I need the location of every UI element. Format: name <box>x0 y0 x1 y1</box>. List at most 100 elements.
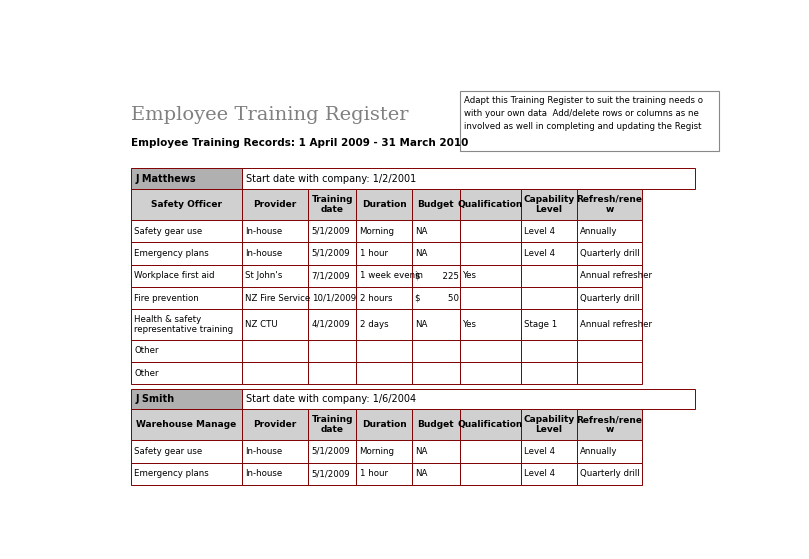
Text: NA: NA <box>415 249 427 258</box>
Bar <box>131 463 242 485</box>
Text: Workplace first aid: Workplace first aid <box>134 271 215 281</box>
Bar <box>412 409 460 440</box>
Bar <box>242 409 308 440</box>
Bar <box>131 389 242 409</box>
Bar <box>242 362 308 384</box>
Bar <box>577 287 642 310</box>
Text: 4/1/2009: 4/1/2009 <box>311 320 350 329</box>
Bar <box>131 220 242 242</box>
Bar <box>357 463 412 485</box>
Text: In-house: In-house <box>245 226 282 235</box>
Bar <box>460 264 520 287</box>
Text: 5/1/2009: 5/1/2009 <box>311 470 350 479</box>
Text: Morning: Morning <box>359 447 395 456</box>
Bar <box>460 310 520 339</box>
Text: Training
date: Training date <box>311 195 354 214</box>
Bar <box>412 189 460 220</box>
Bar <box>412 339 460 362</box>
Text: In-house: In-house <box>245 447 282 456</box>
Bar <box>357 409 412 440</box>
Text: 2 hours: 2 hours <box>359 293 392 303</box>
Bar <box>412 362 460 384</box>
Bar <box>577 242 642 264</box>
Bar <box>308 220 357 242</box>
Text: J Smith: J Smith <box>136 394 175 404</box>
Text: NA: NA <box>415 470 427 479</box>
Text: NA: NA <box>415 447 427 456</box>
Bar <box>460 220 520 242</box>
Text: 1 week evenin: 1 week evenin <box>359 271 422 281</box>
Bar <box>308 264 357 287</box>
Bar <box>242 389 696 409</box>
Text: Level 4: Level 4 <box>523 470 555 479</box>
Text: Adapt this Training Register to suit the training needs o
with your own data  Ad: Adapt this Training Register to suit the… <box>464 96 703 131</box>
Bar <box>357 440 412 463</box>
Text: Employee Training Records: 1 April 2009 - 31 March 2010: Employee Training Records: 1 April 2009 … <box>131 138 468 148</box>
Text: $          50: $ 50 <box>415 293 459 303</box>
Text: In-house: In-house <box>245 249 282 258</box>
Text: 1 hour: 1 hour <box>359 470 388 479</box>
Bar <box>577 310 642 339</box>
Text: Level 4: Level 4 <box>523 249 555 258</box>
Bar <box>357 310 412 339</box>
Bar <box>412 220 460 242</box>
Text: Qualification: Qualification <box>457 200 523 209</box>
Bar <box>242 220 308 242</box>
Bar <box>242 264 308 287</box>
Bar <box>577 440 642 463</box>
Bar <box>131 409 242 440</box>
Bar <box>577 189 642 220</box>
Text: Duration: Duration <box>362 200 406 209</box>
Bar <box>577 220 642 242</box>
Bar <box>308 310 357 339</box>
Text: Emergency plans: Emergency plans <box>134 249 209 258</box>
Bar <box>131 168 242 189</box>
Text: 5/1/2009: 5/1/2009 <box>311 226 350 235</box>
Text: 5/1/2009: 5/1/2009 <box>311 249 350 258</box>
Bar <box>460 362 520 384</box>
Text: St John's: St John's <box>245 271 282 281</box>
Text: 2 days: 2 days <box>359 320 388 329</box>
Text: Level 4: Level 4 <box>523 226 555 235</box>
Text: Safety Officer: Safety Officer <box>151 200 222 209</box>
Text: NZ Fire Service: NZ Fire Service <box>245 293 310 303</box>
Bar <box>460 440 520 463</box>
Bar <box>412 440 460 463</box>
Bar <box>131 264 242 287</box>
Bar <box>308 440 357 463</box>
Text: Refresh/rene
w: Refresh/rene w <box>577 195 642 214</box>
Bar <box>308 242 357 264</box>
Bar <box>357 362 412 384</box>
Bar <box>242 242 308 264</box>
Text: Provider: Provider <box>253 200 297 209</box>
Text: Fire prevention: Fire prevention <box>134 293 199 303</box>
Text: Safety gear use: Safety gear use <box>134 447 202 456</box>
Bar <box>242 168 696 189</box>
Bar <box>242 189 308 220</box>
Bar <box>520 310 577 339</box>
Bar <box>577 339 642 362</box>
Bar <box>357 264 412 287</box>
Text: J Matthews: J Matthews <box>136 173 197 183</box>
Text: Other: Other <box>134 346 159 355</box>
Bar <box>460 463 520 485</box>
Bar <box>460 287 520 310</box>
Text: 7/1/2009: 7/1/2009 <box>311 271 350 281</box>
Text: 10/1/2009: 10/1/2009 <box>311 293 356 303</box>
Bar <box>242 287 308 310</box>
Bar <box>308 409 357 440</box>
Bar <box>460 409 520 440</box>
Bar <box>242 463 308 485</box>
Bar <box>520 220 577 242</box>
Text: Other: Other <box>134 368 159 378</box>
Bar <box>577 463 642 485</box>
Bar <box>131 310 242 339</box>
Bar <box>412 242 460 264</box>
Bar <box>131 362 242 384</box>
Bar <box>131 242 242 264</box>
Text: Quarterly drill: Quarterly drill <box>580 293 640 303</box>
Bar <box>131 189 242 220</box>
Text: Annual refresher: Annual refresher <box>580 320 652 329</box>
Bar <box>520 463 577 485</box>
Bar <box>520 287 577 310</box>
